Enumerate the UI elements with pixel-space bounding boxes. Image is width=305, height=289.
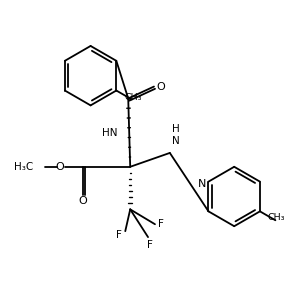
Text: CH₃: CH₃	[124, 92, 142, 101]
Text: F: F	[117, 230, 122, 240]
Text: F: F	[147, 240, 153, 250]
Text: H₃C: H₃C	[14, 162, 33, 172]
Text: HN: HN	[102, 128, 117, 138]
Text: N: N	[198, 179, 207, 189]
Text: F: F	[158, 219, 164, 229]
Text: CH₃: CH₃	[267, 213, 285, 222]
Text: H
N: H N	[172, 124, 180, 146]
Text: O: O	[156, 81, 165, 92]
Text: O: O	[78, 197, 87, 206]
Text: O: O	[56, 162, 64, 172]
